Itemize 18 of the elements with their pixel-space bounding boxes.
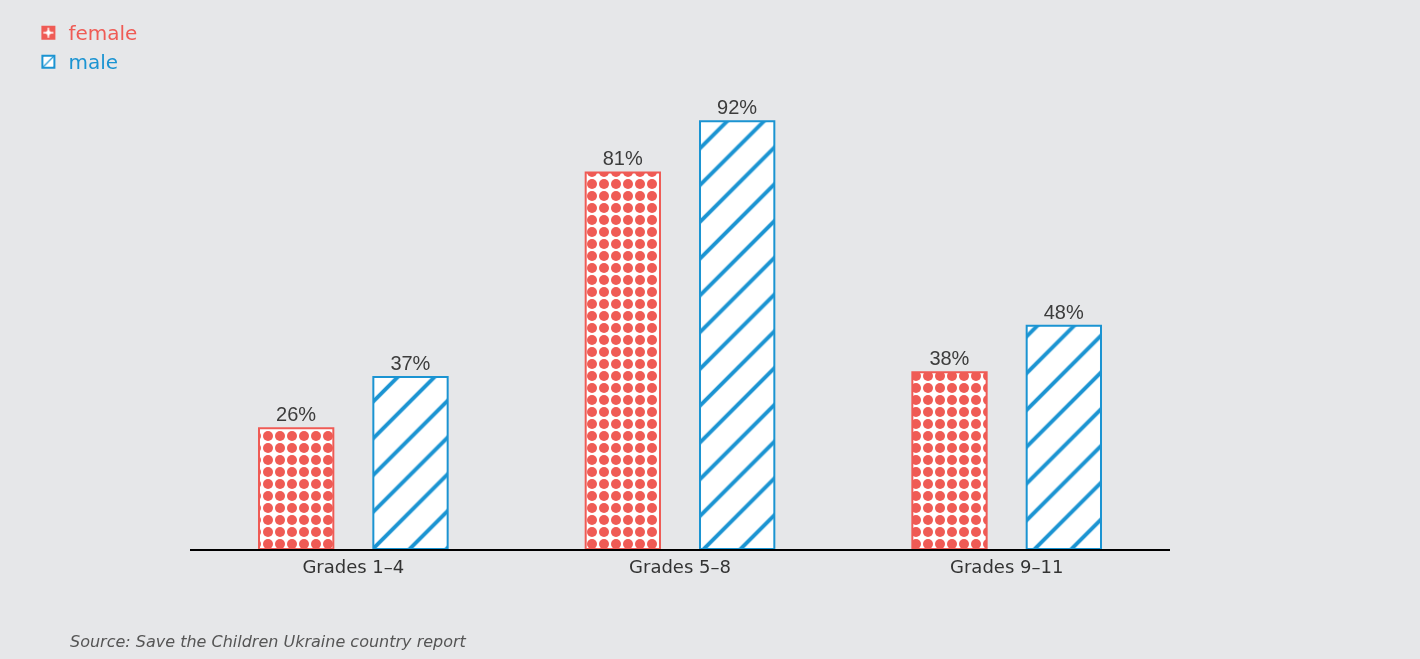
data-label: 37% <box>390 352 431 374</box>
x-tick-label: Grades 5–8 <box>629 555 731 577</box>
x-tick-label: Grades 9–11 <box>950 555 1064 577</box>
source-note: Source: Save the Children Ukraine country report <box>70 632 467 651</box>
bar <box>584 171 661 549</box>
data-label: 48% <box>1043 300 1084 323</box>
x-tick-label: Grades 1–4 <box>302 555 405 577</box>
text: female <box>68 21 138 46</box>
bar <box>911 371 988 549</box>
data-label: 81% <box>602 147 643 170</box>
bar <box>699 120 776 549</box>
bar <box>372 376 449 549</box>
data-label: 38% <box>929 347 970 370</box>
text: male <box>68 50 119 75</box>
data-label: 26% <box>276 403 317 426</box>
bar <box>258 427 335 549</box>
data-label: 92% <box>717 96 758 119</box>
bar <box>1025 324 1102 549</box>
